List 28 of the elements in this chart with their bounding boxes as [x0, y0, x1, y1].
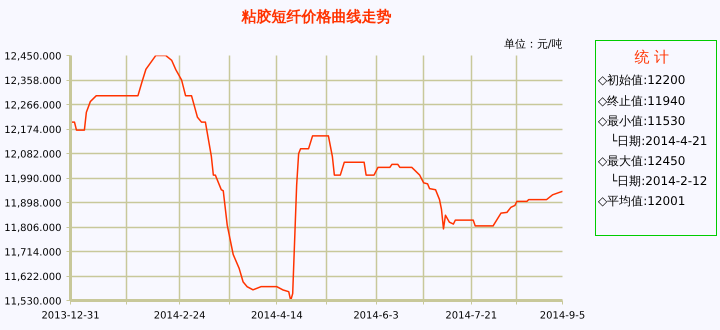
text: └日期:2014-2-12: [609, 173, 708, 190]
y-tick-label: 12,358.000: [4, 76, 62, 87]
y-tick-label: 12,266.000: [4, 100, 62, 112]
text: ◇终止值:11940: [597, 92, 686, 110]
x-tick-label: 2014-4-14: [250, 310, 303, 322]
text: ◇最大值:12450: [597, 152, 686, 170]
y-tick-label: 11,806.000: [4, 223, 62, 234]
chart-title: 粘胶短纤价格曲线走势: [240, 8, 392, 26]
x-tick-label: 2013-12-31: [41, 310, 100, 322]
x-tick-label: 2014-6-3: [353, 310, 399, 322]
y-tick-label: 11,898.000: [4, 198, 62, 210]
y-tick-label: 12,174.000: [4, 125, 62, 136]
text: ◇平均值:12001: [597, 193, 686, 210]
y-tick-label: 11,990.000: [4, 174, 62, 185]
y-tick-label: 11,714.000: [4, 248, 62, 258]
x-tick-label: 2014-9-5: [540, 310, 586, 322]
text: └日期:2014-4-21: [609, 132, 708, 150]
y-tick-label: 12,082.000: [4, 150, 62, 160]
text: 统 计: [633, 47, 670, 68]
y-tick-label: 11,530.000: [4, 296, 62, 308]
y-tick-label: 12,450.000: [4, 52, 62, 62]
line-series: [70, 56, 562, 300]
text: ◇初始值:12200: [597, 72, 686, 90]
chart-subtitle: 单位：元/吨: [504, 38, 563, 50]
y-tick-label: 11,622.000: [4, 272, 62, 283]
x-tick-label: 2014-7-21: [445, 310, 498, 322]
text: ◇最小值:11530: [597, 112, 686, 130]
x-tick-label: 2014-2-24: [154, 310, 206, 322]
